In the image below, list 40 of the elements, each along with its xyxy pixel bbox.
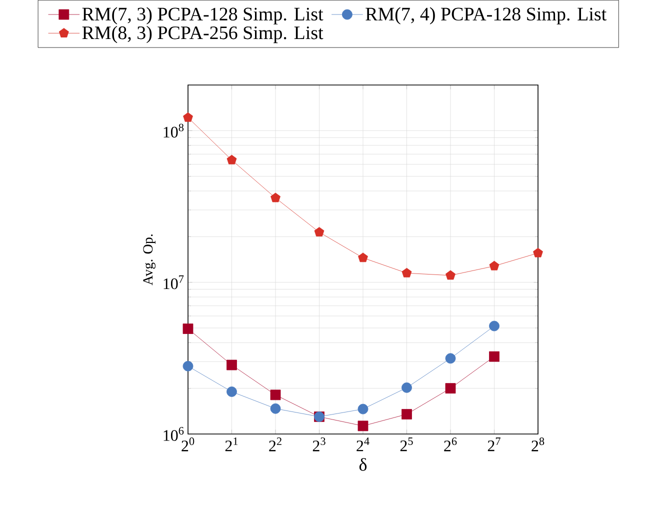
point [489,320,500,332]
point [270,403,281,414]
legend-label: RM(7, 3) PCPA-128 Simp. List [82,7,324,24]
y-tick-label: 10$^{7}$ [164,275,184,290]
point [533,248,543,258]
legend-label: RM(8, 3) PCPA-256 Simp. List [82,26,324,44]
point [183,112,193,122]
x-tick-label: 2$^{7}$ [488,438,500,452]
point [445,383,456,394]
x-axis-title: δ [359,458,367,471]
point [489,351,500,362]
x-tick-label: 2$^{8}$ [532,438,544,452]
y-tick-label: 10$^{6}$ [164,427,184,441]
point [358,420,368,432]
y-axis-title: Avg. Op. [143,234,156,286]
x-tick-label: 2$^{6}$ [444,438,457,452]
point [270,192,280,202]
point [358,252,368,262]
point [182,360,194,372]
point [446,270,456,280]
point [402,409,412,420]
point [445,353,456,364]
y-tick-label: 10$^{8}$ [164,124,184,138]
x-tick-label: 2$^{0}$ [182,438,194,452]
point [182,324,194,334]
point [489,260,500,270]
x-tick-label: 2$^{5}$ [400,438,413,452]
point [314,226,324,236]
legend-label: RM(7, 4) PCPA-128 Simp. List [366,7,607,24]
point [226,386,237,397]
x-tick-label: 2$^{1}$ [225,438,238,452]
x-tick-label: 2$^{3}$ [312,438,326,452]
point [402,268,412,278]
point [226,154,237,164]
point [402,382,412,393]
point [226,360,237,370]
point [358,404,368,414]
point [270,390,281,400]
x-tick-label: 2$^{2}$ [269,438,282,452]
x-tick-label: 2$^{4}$ [356,438,370,452]
